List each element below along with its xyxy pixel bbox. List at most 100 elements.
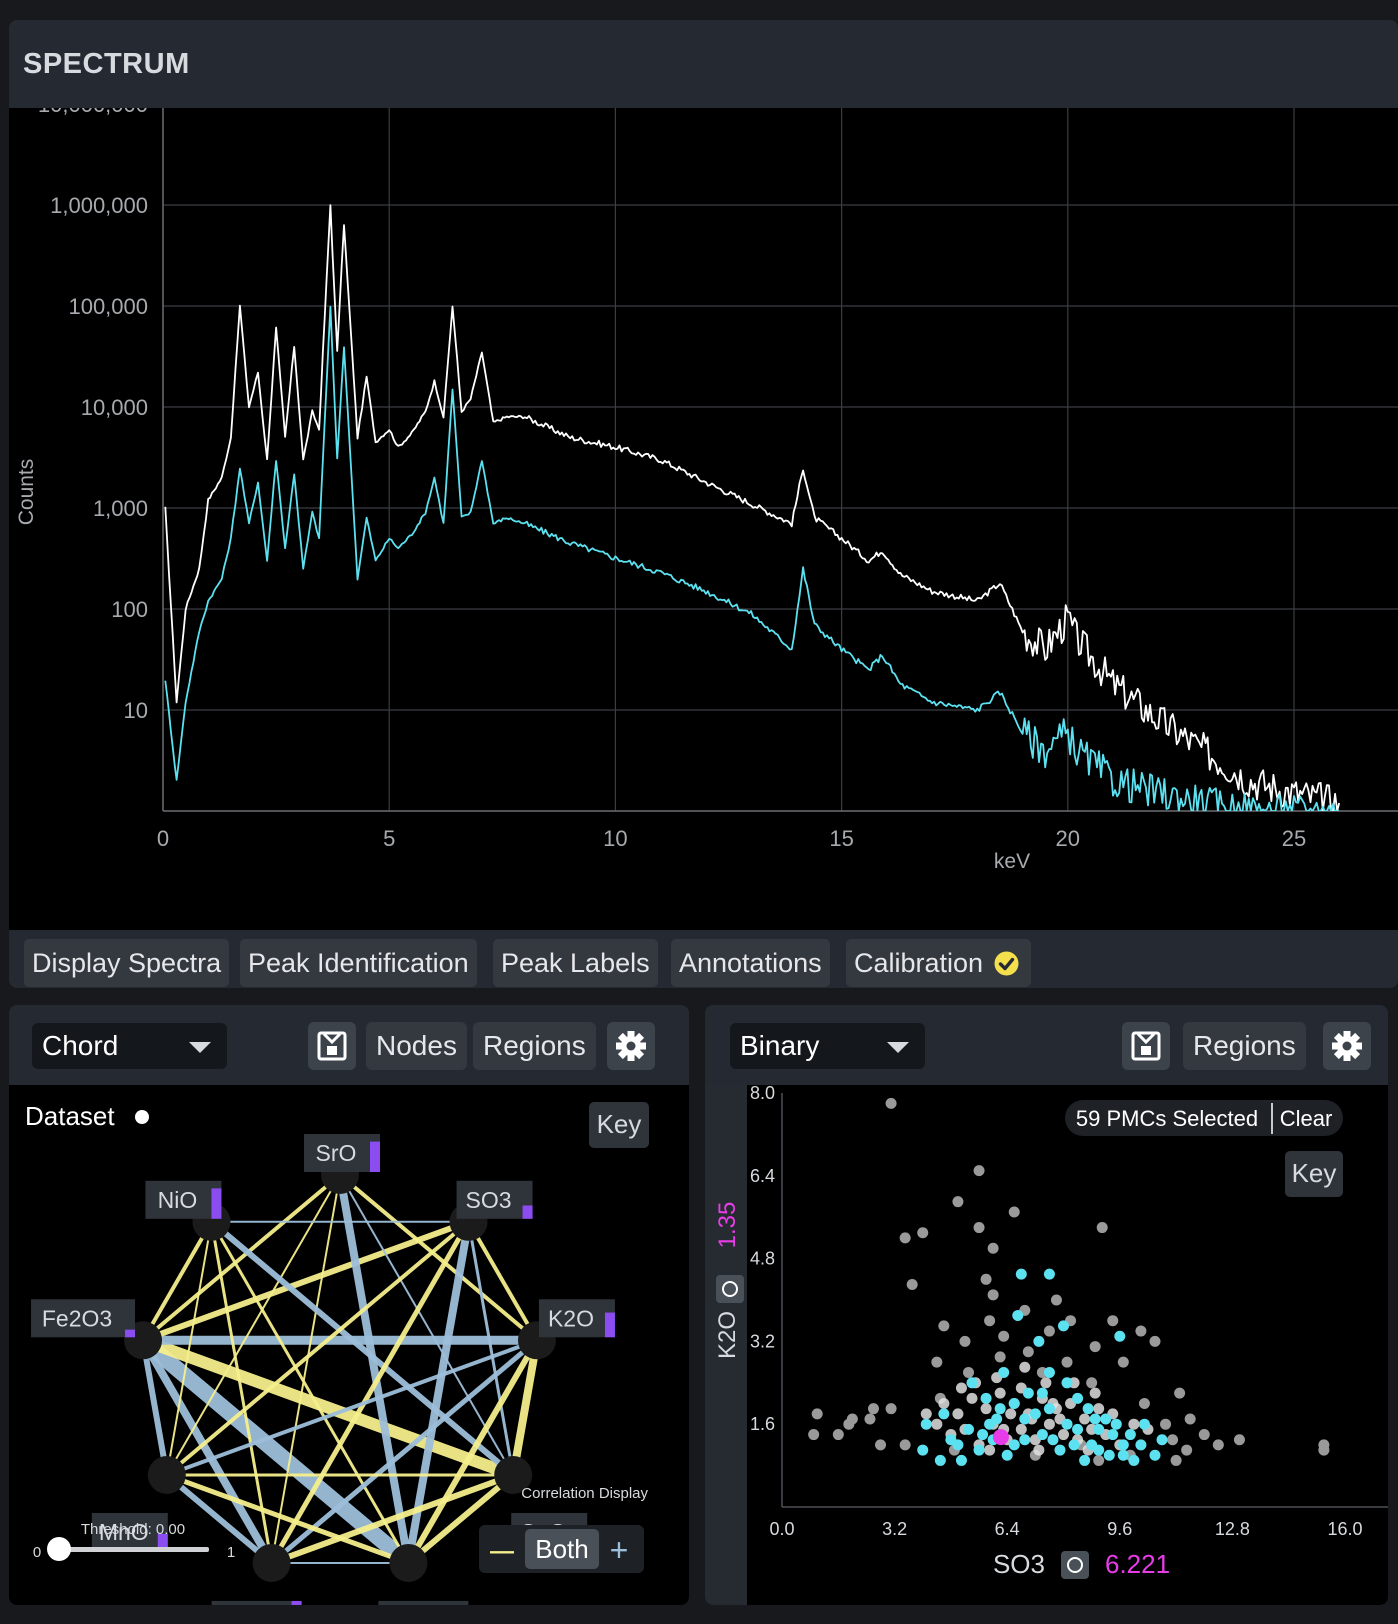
chord-edge[interactable] [164, 1338, 539, 1477]
scatter-point[interactable] [955, 1382, 967, 1394]
scatter-point[interactable] [938, 1398, 950, 1409]
chord-edge[interactable] [165, 1174, 341, 1476]
scatter-point[interactable] [987, 1242, 999, 1254]
scatter-point[interactable] [1061, 1356, 1073, 1368]
scatter-point[interactable] [1043, 1403, 1055, 1415]
spectrum-chart[interactable]: 101001,00010,000100,0001,000,00010,000,0… [9, 92, 1398, 930]
scatter-point[interactable] [1082, 1403, 1094, 1415]
scatter-point[interactable] [899, 1232, 911, 1244]
scatter-point[interactable] [885, 1403, 897, 1415]
peak-identification-button[interactable]: Peak Identification [240, 939, 477, 987]
scatter-point[interactable] [994, 1403, 1006, 1415]
scatter-point[interactable] [987, 1289, 999, 1301]
scatter-point[interactable] [885, 1097, 897, 1109]
scatter-point[interactable] [1093, 1403, 1105, 1415]
scatter-point[interactable] [973, 1444, 985, 1456]
settings-button[interactable] [1323, 1022, 1371, 1070]
key-button[interactable] [589, 1102, 649, 1148]
scatter-point[interactable] [846, 1413, 858, 1425]
scatter-point[interactable] [998, 1366, 1010, 1378]
calibration-button[interactable]: Calibration [846, 939, 1032, 987]
scatter-point[interactable] [966, 1392, 978, 1404]
regions-button[interactable]: Regions [473, 1022, 596, 1070]
scatter-point[interactable] [1110, 1418, 1122, 1430]
chord-edge[interactable] [163, 1472, 275, 1566]
scatter-point[interactable] [1012, 1310, 1024, 1322]
settings-button[interactable] [607, 1022, 655, 1070]
scatter-point[interactable] [1149, 1449, 1161, 1461]
select-tool-button[interactable] [308, 1022, 356, 1070]
scatter-point[interactable] [1079, 1454, 1091, 1466]
chord-diagram[interactable]: SrOSO3K2OCaOTiO2V2O5MnOFe2O3NiODatasetKe… [9, 1085, 689, 1605]
scatter-point[interactable] [966, 1377, 978, 1389]
chord-edge[interactable] [209, 1220, 410, 1565]
scatter-point[interactable] [952, 1408, 964, 1420]
scatter-point[interactable] [1198, 1429, 1210, 1441]
scatter-point[interactable] [899, 1439, 911, 1451]
scatter-point[interactable] [1033, 1335, 1045, 1347]
scatter-point[interactable] [1181, 1444, 1193, 1456]
chord-edge[interactable] [509, 1336, 541, 1479]
regions-button[interactable]: Regions [1183, 1022, 1306, 1070]
key-button[interactable] [1285, 1151, 1343, 1197]
chord-edge[interactable] [164, 1472, 411, 1566]
scatter-point[interactable] [1001, 1449, 1013, 1461]
chord-edge[interactable] [209, 1220, 274, 1565]
chord-edge[interactable] [405, 1337, 540, 1566]
scatter-point[interactable] [931, 1356, 943, 1368]
scatter-point[interactable] [1019, 1361, 1031, 1373]
scatter-point[interactable] [1117, 1449, 1129, 1461]
scatter-point[interactable] [1079, 1413, 1091, 1425]
scatter-point[interactable] [955, 1454, 967, 1466]
scatter-point[interactable] [1128, 1454, 1140, 1466]
scatter-point[interactable] [867, 1403, 879, 1415]
chord-edge[interactable] [270, 1174, 341, 1564]
scatter-point[interactable] [1174, 1387, 1186, 1399]
scatter-point[interactable] [920, 1408, 932, 1420]
scatter-point[interactable] [973, 1222, 985, 1234]
scatter-point[interactable] [1128, 1418, 1140, 1430]
annotations-button[interactable]: Annotations [671, 939, 830, 987]
binary-scatter-plot[interactable]: 8.0 6.4 4.8 3.2 1.6 0.0 3.2 6.4 9.6 12.8 16.0 K2O 1.… [705, 1085, 1388, 1605]
threshold-slider-handle[interactable] [47, 1537, 71, 1561]
scatter-point[interactable] [1107, 1429, 1119, 1441]
scatter-point[interactable] [1019, 1413, 1031, 1425]
chord-edge[interactable] [404, 1217, 473, 1567]
scatter-point[interactable] [1103, 1449, 1115, 1461]
scatter-point[interactable] [1089, 1387, 1101, 1399]
scatter-point[interactable] [1124, 1429, 1136, 1441]
chord-edge[interactable] [137, 1334, 520, 1481]
chord-edge[interactable] [165, 1220, 213, 1476]
scatter-point[interactable] [1008, 1398, 1020, 1409]
scatter-point[interactable] [1135, 1325, 1147, 1337]
scatter-point[interactable] [1093, 1423, 1105, 1435]
scatter-point[interactable] [1022, 1346, 1034, 1358]
scatter-point[interactable] [973, 1165, 985, 1177]
scatter-point[interactable] [906, 1278, 918, 1290]
scatter-point[interactable] [1160, 1418, 1172, 1430]
scatter-point[interactable] [984, 1444, 996, 1456]
scatter-point[interactable] [962, 1423, 974, 1435]
scatter-point[interactable] [962, 1366, 974, 1378]
chord-edge[interactable] [405, 1472, 517, 1566]
scatter-point[interactable] [1072, 1423, 1084, 1435]
scatter-point[interactable] [1138, 1418, 1150, 1430]
scatter-point[interactable] [1008, 1439, 1020, 1451]
scatter-point[interactable] [1167, 1434, 1179, 1446]
scatter-point[interactable] [832, 1429, 844, 1441]
scatter-point[interactable] [1043, 1268, 1055, 1280]
chord-edge[interactable] [141, 1173, 342, 1343]
chord-edge[interactable] [467, 1220, 515, 1477]
scatter-point[interactable] [1100, 1413, 1112, 1425]
scatter-point[interactable] [1033, 1444, 1045, 1456]
chord-edge[interactable] [164, 1219, 471, 1477]
view-select-chord[interactable]: Chord [32, 1023, 227, 1069]
chord-edge[interactable] [336, 1171, 413, 1567]
scatter-point[interactable] [1058, 1429, 1069, 1441]
binary-view-area[interactable]: 8.0 6.4 4.8 3.2 1.6 0.0 3.2 6.4 9.6 12.8 16.0 K2O 1.… [705, 1085, 1388, 1605]
scatter-point[interactable] [994, 1387, 1006, 1399]
spectrum-plot-area[interactable]: 101001,00010,000100,0001,000,00010,000,0… [9, 92, 1398, 930]
scatter-point[interactable] [1015, 1423, 1027, 1435]
peak-labels-button[interactable]: Peak Labels [493, 939, 658, 987]
chord-node[interactable] [252, 1543, 291, 1582]
